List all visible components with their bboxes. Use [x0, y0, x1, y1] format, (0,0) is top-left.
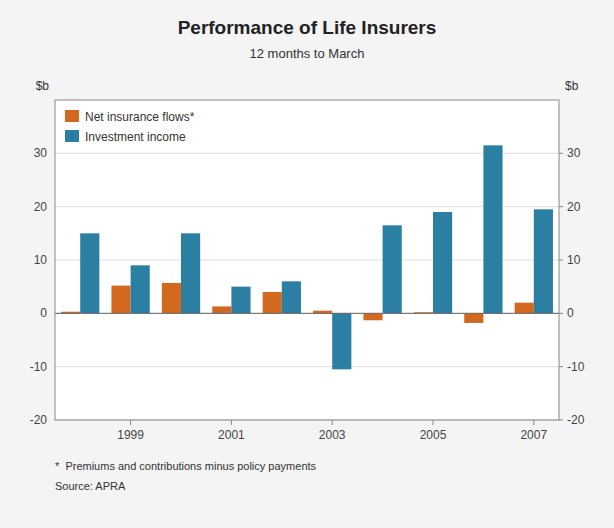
x-tick-label: 2007 [520, 428, 547, 442]
y-tick-label: -20 [30, 413, 48, 427]
bar [162, 283, 181, 313]
y-tick-label: -10 [30, 360, 48, 374]
x-tick [533, 420, 534, 425]
y2-tick-label: -20 [567, 413, 585, 427]
bars [61, 145, 553, 369]
grid-line [55, 313, 559, 314]
y2-tick-label: 10 [567, 253, 581, 267]
y2-tick [559, 206, 563, 207]
subtitle: 12 months to March [250, 46, 365, 61]
x-tick-label: 2001 [218, 428, 245, 442]
footnote: * Premiums and contributions minus polic… [55, 460, 317, 472]
y2-tick-label: 30 [567, 146, 581, 160]
bar [515, 303, 534, 314]
bar [263, 292, 282, 313]
bar [131, 265, 150, 313]
bar [181, 233, 200, 313]
x-tick-label: 2003 [319, 428, 346, 442]
source: Source: APRA [55, 480, 126, 492]
bar [231, 287, 250, 314]
bar [332, 313, 351, 369]
grid-line [55, 366, 559, 367]
bar [111, 286, 130, 314]
plot-area [55, 100, 559, 420]
y2-tick-label: -10 [567, 360, 585, 374]
bar [363, 313, 382, 320]
bar [433, 212, 452, 313]
bar [383, 225, 402, 313]
x-tick-label: 1999 [117, 428, 144, 442]
legend-swatch [65, 130, 79, 142]
x-tick [332, 420, 333, 425]
y2-tick [559, 366, 563, 367]
background [0, 0, 614, 528]
title: Performance of Life Insurers [178, 17, 437, 38]
legend-label: Investment income [85, 130, 186, 144]
y-axis-label: $b [36, 79, 50, 93]
bar [483, 145, 502, 313]
y-tick-label: 10 [34, 253, 48, 267]
chart: Performance of Life Insurers 12 months to… [0, 0, 614, 528]
bar [282, 281, 301, 313]
y2-tick [559, 260, 563, 261]
y2-axis-label: $b [565, 79, 579, 93]
x-tick-label: 2005 [420, 428, 447, 442]
y2-tick-label: 0 [567, 306, 574, 320]
bar [212, 306, 231, 313]
legend-label: Net insurance flows* [85, 110, 195, 124]
y2-tick [559, 420, 563, 421]
plot-frame [55, 100, 559, 420]
y-tick-label: 20 [34, 200, 48, 214]
y-tick-label: 0 [40, 306, 47, 320]
x-tick [130, 420, 131, 425]
y2-tick [559, 153, 563, 154]
zero-line [55, 313, 559, 314]
x-tick [231, 420, 232, 425]
bar [464, 313, 483, 323]
legend-swatch [65, 110, 79, 122]
bar [80, 233, 99, 313]
bar [534, 209, 553, 313]
y-tick-label: 30 [34, 146, 48, 160]
y2-tick-label: 20 [567, 200, 581, 214]
x-tick [433, 420, 434, 425]
y2-tick [559, 313, 563, 314]
